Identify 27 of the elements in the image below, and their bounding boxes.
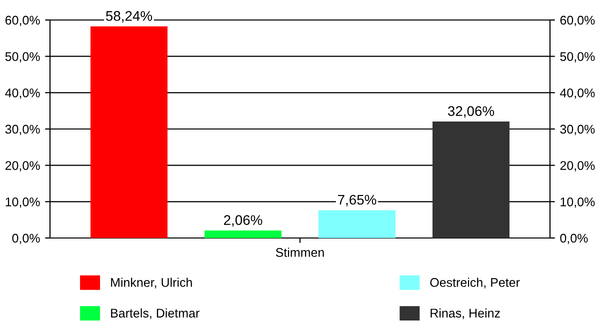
text: 60,0% [560, 16, 595, 26]
text: 10,0% [560, 197, 595, 208]
y-tick-label: 10,0% [6, 197, 40, 208]
y-tick-label: 40,0% [5, 88, 40, 99]
text: 50,0% [560, 52, 595, 62]
bar [204, 230, 282, 238]
bar [90, 26, 168, 238]
legend-label: Oestreich, Peter [430, 278, 520, 288]
y-tick-label: 60,0% [5, 16, 40, 26]
legend-label: Bartels, Dietmar [111, 308, 200, 320]
y-tick-label: 0,0% [12, 234, 40, 244]
text: 20,0% [560, 161, 595, 172]
bar [432, 122, 510, 238]
text: 40,0% [560, 88, 595, 99]
text: 0,0% [560, 234, 588, 244]
y-tick-label: 30,0% [5, 124, 40, 136]
text: 30,0% [560, 124, 595, 136]
y-tick-label: 50,0% [5, 52, 40, 62]
data-label: 7,65% [338, 194, 376, 206]
legend-label: Rinas, Heinz [430, 308, 500, 320]
bar [318, 210, 396, 238]
data-label: 32,06% [448, 106, 494, 118]
data-label: 2,06% [224, 215, 262, 227]
y-tick-label: 20,0% [5, 161, 40, 172]
data-label: 58,24% [106, 11, 152, 23]
x-tick-label: Stimmen [276, 248, 324, 257]
legend-label: Minkner, Ulrich [111, 278, 192, 288]
